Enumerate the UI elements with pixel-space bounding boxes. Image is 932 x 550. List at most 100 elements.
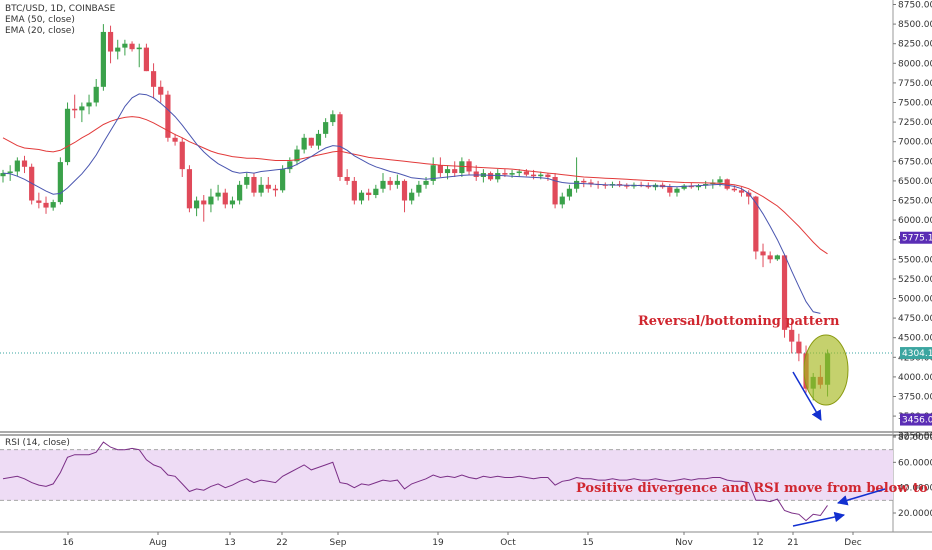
price-tick-label: 8750.00 <box>898 1 932 11</box>
price-tick-label: 7000.00 <box>898 138 932 148</box>
candle-body <box>588 182 594 185</box>
candle-body <box>516 171 522 174</box>
candle-body <box>394 180 400 185</box>
candle-body <box>430 165 436 181</box>
candle-body <box>401 180 408 201</box>
annotations: Reversal/bottoming pattern Positive diver… <box>576 314 932 527</box>
time-tick-label: 19 <box>432 538 444 548</box>
candle-body <box>366 192 372 196</box>
candle-body <box>72 108 78 111</box>
ema20-legend[interactable]: EMA (20, close) <box>5 26 75 36</box>
candle-body <box>380 180 386 189</box>
price-tag-label: 3456.00 <box>902 416 932 426</box>
price-tick-label: 4000.00 <box>898 373 932 383</box>
candle-body <box>552 176 558 205</box>
candle-body <box>136 47 142 50</box>
candle-body <box>566 188 573 197</box>
rsi-tick-label: 40.0000 <box>898 484 932 494</box>
reversal-annotation: Reversal/bottoming pattern <box>638 314 840 329</box>
rsi-axis[interactable]: 80.0000 60.0000 40.0000 20.0000 <box>893 433 932 519</box>
candle-body <box>351 180 357 201</box>
candle-body <box>437 165 443 174</box>
candle-body <box>323 122 329 134</box>
candle-body <box>624 185 630 187</box>
candle-body <box>731 188 737 191</box>
candle-body <box>581 180 587 183</box>
price-axis[interactable]: 8750.00 8500.00 8250.00 8000.00 7750.00 7500.… <box>893 1 932 442</box>
ema50-legend[interactable]: EMA (50, close) <box>5 15 75 25</box>
candle-body <box>760 251 766 256</box>
candle-body <box>115 47 121 52</box>
rsi-legend-label[interactable]: RSI (14, close) <box>5 438 70 448</box>
candle-body <box>179 141 185 170</box>
price-legend: BTC/USD, 1D, COINBASE EMA (50, close) EM… <box>5 4 115 37</box>
candle-body <box>64 108 71 163</box>
candle-body <box>753 196 759 252</box>
candle-body <box>229 200 236 205</box>
price-tick-label: 5500.00 <box>898 255 932 265</box>
candle-body <box>158 86 164 95</box>
rsi-line <box>2 441 828 522</box>
price-tick-label: 6250.00 <box>898 197 932 207</box>
price-tick-label: 3250.00 <box>898 432 932 442</box>
candle-body <box>129 43 135 50</box>
candle-body <box>337 114 343 177</box>
candle-body <box>222 192 228 205</box>
candle-body <box>523 171 530 175</box>
price-tick-label: 3750.00 <box>898 393 932 403</box>
candle-body <box>251 176 257 193</box>
candle-body <box>7 171 13 174</box>
rsi-pointer-arrow <box>836 488 886 506</box>
candle-body <box>93 86 99 103</box>
chart-panels <box>0 0 932 533</box>
price-tick-label: 5000.00 <box>898 295 932 305</box>
time-tick-label: 12 <box>752 538 763 548</box>
time-tick-label: Dec <box>844 538 861 548</box>
candle-body <box>674 188 680 193</box>
candle-body <box>186 169 193 209</box>
candle-body <box>574 180 580 189</box>
candle-body <box>237 184 243 201</box>
price-tick-label: 8500.00 <box>898 20 932 30</box>
price-tick-label: 6750.00 <box>898 157 932 167</box>
rsi-tick-label: 60.0000 <box>898 458 932 468</box>
time-tick-label: 22 <box>276 538 287 548</box>
price-tags: 5775.10 4304.11 3456.00 <box>900 231 932 426</box>
candle-body <box>416 184 422 193</box>
price-tick-label: 7500.00 <box>898 99 932 109</box>
ema-lines <box>2 93 828 314</box>
candle-body <box>559 196 565 205</box>
price-tick-label: 4750.00 <box>898 314 932 324</box>
price-tick-label: 4500.00 <box>898 334 932 344</box>
candle-body <box>387 180 393 185</box>
candle-body <box>344 176 350 181</box>
time-tick-label: 13 <box>224 538 235 548</box>
rsi-up-arrow <box>792 511 846 527</box>
candle-body <box>473 171 479 177</box>
candle-body <box>530 174 537 177</box>
candle-body <box>538 174 544 177</box>
candle-body <box>645 185 651 188</box>
candle-body <box>602 184 608 186</box>
candle-body <box>14 160 20 172</box>
candle-body <box>767 255 773 260</box>
candle-body <box>193 200 200 209</box>
candle-body <box>301 137 307 150</box>
candle-body <box>545 174 551 177</box>
candle-body <box>781 255 788 330</box>
price-tag-label: 5775.10 <box>902 234 932 244</box>
price-tag-box <box>900 231 932 244</box>
candle-body <box>789 329 795 342</box>
candle-body <box>695 185 702 188</box>
candle-body <box>100 31 106 87</box>
candle-body <box>423 180 429 185</box>
candle-body <box>315 133 322 146</box>
price-panel <box>0 0 893 432</box>
symbol-label[interactable]: BTC/USD, 1D, COINBASE <box>5 4 116 14</box>
candle-body <box>36 200 42 203</box>
time-tick-label: Sep <box>330 538 347 548</box>
time-tick-label: Nov <box>675 538 693 548</box>
candle-body <box>746 192 752 197</box>
time-axis[interactable]: 16 Aug 13 22 Sep 19 Oct 15 Nov 12 21 Dec <box>62 532 862 548</box>
